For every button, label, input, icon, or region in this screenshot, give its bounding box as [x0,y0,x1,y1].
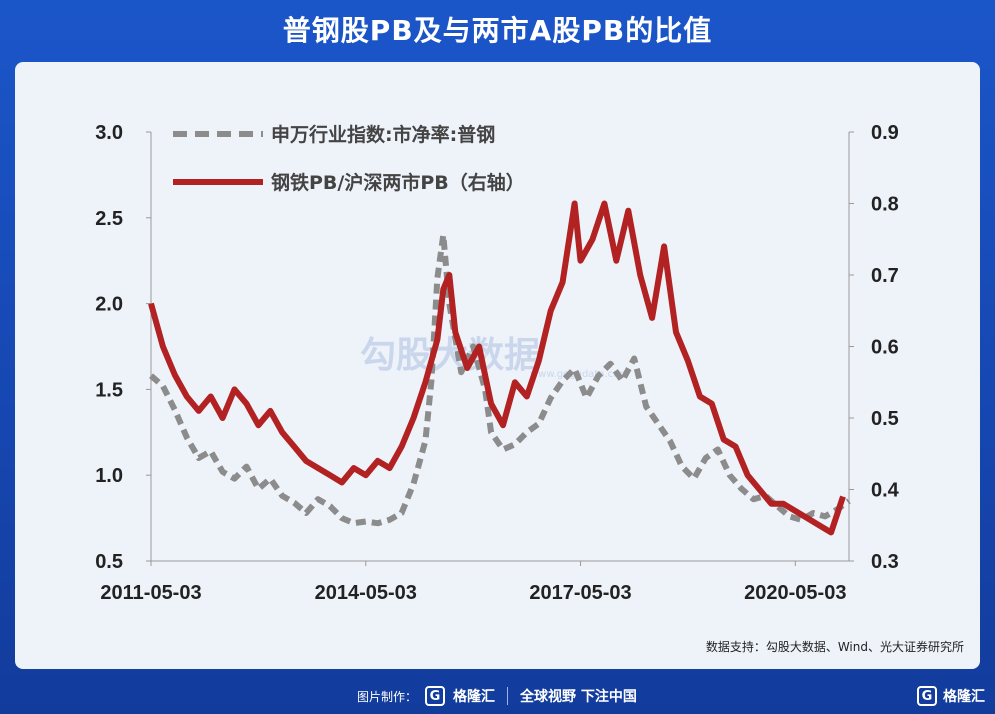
footer-brand-right: G 格隆汇 [917,686,985,706]
logo-icon: G [425,686,446,706]
y-right-tick-label: 0.3 [871,551,899,573]
y-right-tick-label: 0.8 [871,194,899,216]
x-tick-label: 2011-05-03 [100,582,201,604]
y-right-tick-label: 0.6 [871,337,899,359]
chart: 勾股大数据www.gogudata.com0.51.01.52.02.53.00… [95,122,900,604]
legend-label-2: 钢铁PB/沪深两市PB（右轴） [271,171,525,194]
y-left-tick-label: 1.0 [95,465,123,487]
legend-label-1: 申万行业指数:市净率:普钢 [271,123,495,146]
series-line-1 [149,232,851,527]
series-line-2 [148,200,846,536]
y-right-tick-label: 0.5 [871,408,899,430]
x-tick-label: 2014-05-03 [315,582,417,604]
footer-credit: 图片制作： G 格隆汇 全球视野 下注中国 [357,686,637,706]
y-left-tick-label: 0.5 [95,551,123,573]
source-note: 数据支持：勾股大数据、Wind、光大证券研究所 [705,640,964,654]
y-left-tick-label: 1.5 [95,379,123,401]
brand-name: 格隆汇 [453,689,496,705]
footer: 图片制作： G 格隆汇 全球视野 下注中国 G 格隆汇 [0,676,995,714]
y-left-tick-label: 2.5 [95,208,123,230]
y-left-tick-label: 3.0 [95,122,123,144]
footer-divider [507,687,509,705]
page-title: 普钢股PB及与两市A股PB的比值 [282,14,713,47]
chart-card: 勾股大数据 www.gogudata.com 0.5 1.0 1.5 2.0 2.5 3.0 0… [15,62,980,669]
watermark: 勾股大数据 [360,335,540,376]
x-tick-label: 2020-05-03 [744,582,846,604]
credit-label: 图片制作： [357,689,418,704]
slogan: 全球视野 下注中国 [520,689,637,705]
y-right-tick-label: 0.7 [871,265,899,287]
logo-icon-right: G [917,686,937,706]
y-right-tick-label: 0.9 [871,122,899,144]
y-left-tick-label: 2.0 [95,294,123,316]
brand-name-right: 格隆汇 [943,689,985,705]
x-tick-label: 2017-05-03 [529,582,631,604]
y-right-tick-label: 0.4 [871,480,900,502]
